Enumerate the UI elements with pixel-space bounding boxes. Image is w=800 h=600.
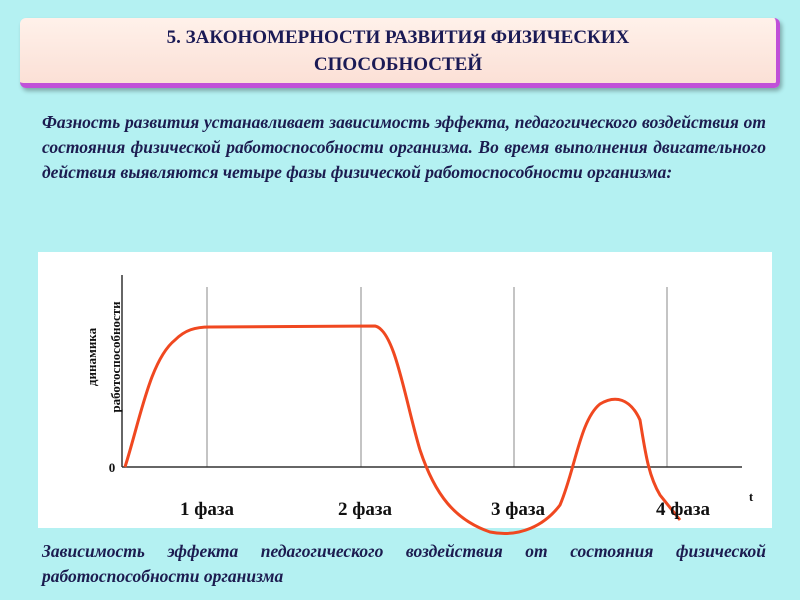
body-text: Фазность развития устанавливает зависимо… bbox=[42, 112, 766, 182]
y-axis-label: работоспособности bbox=[108, 301, 123, 413]
phase-label: 1 фаза bbox=[180, 499, 235, 520]
y-axis-label: динамика bbox=[84, 327, 99, 386]
title-box: 5. ЗАКОНОМЕРНОСТИ РАЗВИТИЯ ФИЗИЧЕСКИХ СП… bbox=[20, 18, 780, 88]
zero-label: 0 bbox=[109, 460, 116, 475]
phase-label: 4 фаза bbox=[656, 499, 711, 520]
slide-title: 5. ЗАКОНОМЕРНОСТИ РАЗВИТИЯ ФИЗИЧЕСКИХ СП… bbox=[166, 26, 630, 75]
performance-curve bbox=[123, 324, 682, 535]
caption: Зависимость эффекта педагогического возд… bbox=[42, 541, 766, 586]
phase-label: 3 фаза bbox=[491, 499, 546, 520]
x-axis-label: t bbox=[749, 489, 754, 504]
phase-label: 2 фаза bbox=[338, 499, 393, 520]
